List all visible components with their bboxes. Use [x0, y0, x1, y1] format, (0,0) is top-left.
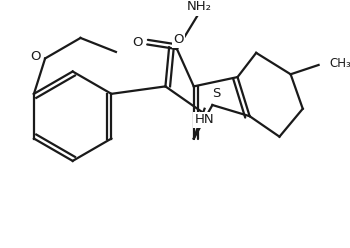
- Text: S: S: [212, 87, 220, 100]
- Text: CH₃: CH₃: [330, 57, 350, 70]
- Text: O: O: [30, 50, 41, 63]
- Text: HN: HN: [195, 113, 214, 126]
- Text: O: O: [133, 36, 143, 49]
- Text: O: O: [173, 33, 184, 46]
- Text: NH₂: NH₂: [187, 0, 212, 13]
